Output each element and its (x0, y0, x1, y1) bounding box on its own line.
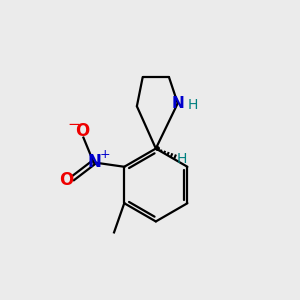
Text: +: + (99, 148, 110, 161)
Text: −: − (68, 117, 80, 132)
Text: O: O (59, 171, 73, 189)
Text: O: O (75, 122, 89, 140)
Text: H: H (188, 98, 198, 112)
Text: N: N (171, 96, 184, 111)
Text: N: N (87, 153, 101, 171)
Text: H: H (177, 152, 187, 166)
